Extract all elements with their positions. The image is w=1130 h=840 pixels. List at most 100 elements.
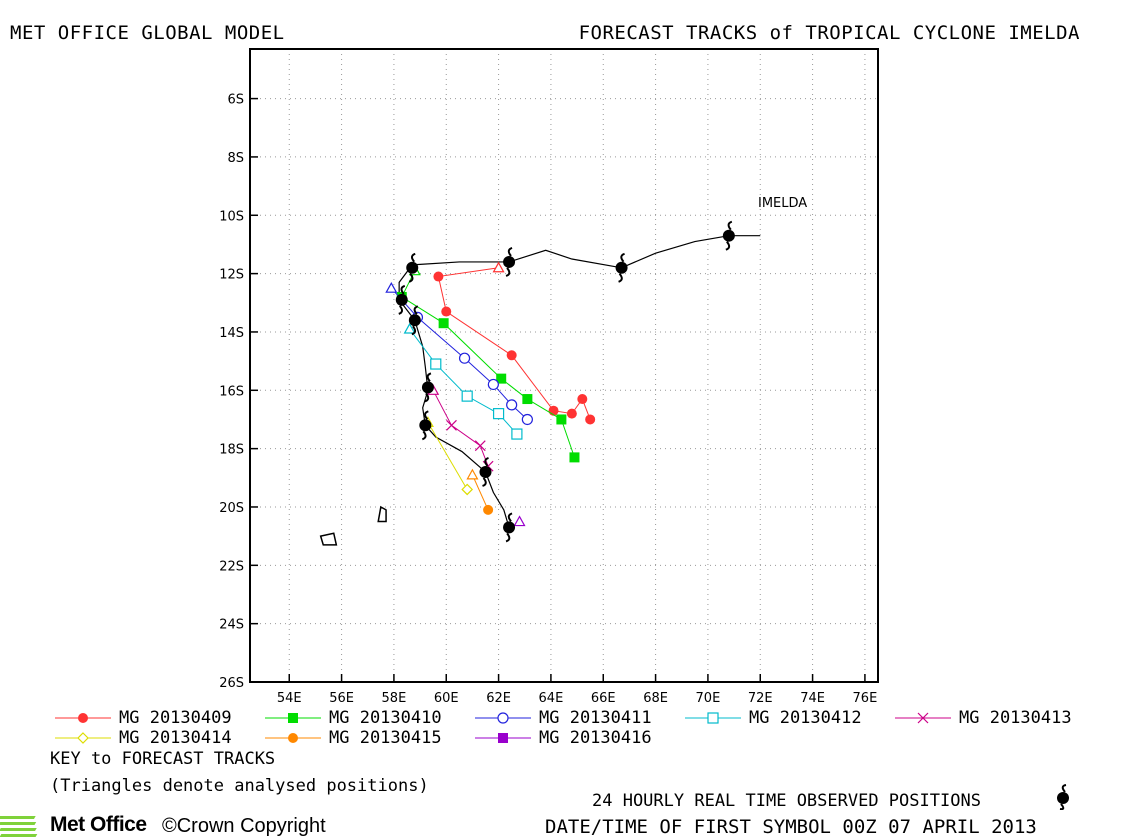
- legend-label: MG 20130410: [329, 708, 442, 728]
- x-tick-label: 72E: [748, 691, 773, 706]
- cyclone-symbol-icon: [395, 284, 408, 315]
- x-tick-label: 60E: [434, 691, 459, 706]
- x-tick-label: 68E: [643, 691, 668, 706]
- y-tick-label: 14S: [219, 326, 244, 341]
- analysed-position-marker: [385, 281, 398, 293]
- observed-track-line: [398, 235, 761, 528]
- island-outline: [319, 532, 338, 546]
- forecast-track-line: [471, 474, 489, 511]
- forecast-track: [427, 384, 494, 472]
- x-tick-label: 74E: [800, 691, 825, 706]
- forecast-track: [433, 261, 596, 425]
- cyclone-symbol-icon: [419, 410, 432, 441]
- legend-label: MG 20130413: [959, 708, 1072, 728]
- y-tick-label: 26S: [219, 676, 244, 691]
- x-tick-label: 56E: [329, 691, 354, 706]
- observed-note: 24 HOURLY REAL TIME OBSERVED POSITIONS: [592, 791, 981, 811]
- forecast-point-marker: [430, 358, 442, 370]
- logo-text: Met Office: [50, 813, 147, 836]
- forecast-point-marker: [474, 440, 486, 452]
- x-tick-label: 58E: [382, 691, 407, 706]
- x-tick-label: 66E: [591, 691, 616, 706]
- forecast-track: [466, 468, 494, 515]
- cyclone-symbol-icon: [503, 512, 516, 543]
- legend-swatch: [895, 712, 951, 724]
- forecast-point-marker: [496, 373, 507, 384]
- cyclone-symbol-icon: [408, 305, 421, 336]
- forecast-point-marker: [461, 483, 474, 496]
- analysed-position-marker: [466, 468, 479, 480]
- x-tick-label: 76E: [853, 691, 878, 706]
- analysed-position-marker: [513, 515, 526, 527]
- forecast-point-marker: [577, 394, 588, 405]
- map-grid: [250, 49, 878, 683]
- cyclone-symbol-icon: [1057, 784, 1069, 810]
- forecast-point-marker: [446, 419, 457, 431]
- forecast-point-marker: [521, 413, 533, 426]
- legend-label: MG 20130412: [749, 708, 862, 728]
- y-tick-label: 18S: [219, 443, 244, 458]
- key-title: KEY to FORECAST TRACKS: [50, 749, 276, 769]
- x-tick-label: 62E: [486, 691, 511, 706]
- island-outline: [377, 505, 387, 523]
- legend-swatch: [475, 712, 531, 724]
- map-frame: [249, 48, 879, 683]
- x-tick-label: 64E: [539, 691, 564, 706]
- forecast-track: [403, 322, 523, 440]
- y-tick-label: 24S: [219, 618, 244, 633]
- forecast-point-marker: [511, 428, 523, 440]
- forecast-tracks: [385, 261, 596, 527]
- forecast-point-marker: [506, 350, 517, 361]
- key-note: (Triangles denote analysed positions): [50, 776, 429, 796]
- forecast-point-marker: [461, 390, 473, 402]
- axis-labels: 6S 8S 10S 12S 14S 16S 18S 20S 22S 24S 26S 54E 56E 58E…: [219, 93, 877, 706]
- copyright: ©Crown Copyright: [162, 815, 326, 837]
- analysed-position-marker: [403, 322, 416, 334]
- legend-label: MG 20130409: [119, 708, 232, 728]
- legend-swatch: [685, 712, 741, 724]
- y-tick-label: 20S: [219, 501, 244, 516]
- legend-label: MG 20130415: [329, 728, 442, 748]
- legend-label: MG 20130411: [539, 708, 652, 728]
- forecast-point-marker: [492, 408, 505, 420]
- cyclone-symbol-icon: [722, 220, 735, 251]
- forecast-point-marker: [487, 378, 499, 391]
- met-office-logo-icon: [0, 816, 38, 837]
- cyclone-symbol-icon: [615, 252, 628, 283]
- forecast-point-marker: [483, 504, 494, 515]
- datetime-note: DATE/TIME OF FIRST SYMBOL 00Z 07 APRIL 2…: [545, 816, 1037, 838]
- forecast-point-marker: [569, 452, 580, 463]
- x-tick-label: 70E: [696, 691, 721, 706]
- legend-swatch: [265, 713, 321, 723]
- legend-swatch: [475, 733, 531, 743]
- y-tick-label: 12S: [219, 268, 244, 283]
- storm-label: IMELDA: [758, 196, 807, 211]
- forecast-point-marker: [566, 408, 577, 419]
- chart-title: FORECAST TRACKS of TROPICAL CYCLONE IMEL…: [578, 22, 1080, 44]
- forecast-point-marker: [438, 318, 449, 329]
- model-title: MET OFFICE GLOBAL MODEL: [10, 22, 285, 44]
- legend-swatch: [55, 713, 111, 723]
- legend-swatch: [265, 733, 321, 743]
- x-tick-label: 54E: [277, 691, 302, 706]
- forecast-track-line: [427, 422, 468, 490]
- cyclone-symbol-icon: [421, 372, 434, 403]
- forecast-point-marker: [522, 394, 533, 405]
- forecast-point-marker: [556, 414, 567, 425]
- observed-track: [398, 235, 761, 528]
- forecast-track-line: [432, 390, 489, 467]
- cyclone-symbol-icon: [479, 457, 492, 487]
- forecast-point-marker: [441, 306, 452, 317]
- forecast-point-marker: [458, 352, 471, 364]
- y-tick-label: 16S: [219, 384, 244, 399]
- y-tick-label: 10S: [219, 209, 244, 224]
- cyclone-symbol-icon: [406, 252, 419, 283]
- forecast-point-marker: [433, 271, 444, 282]
- legend-swatch: [55, 732, 111, 744]
- legend-label: MG 20130416: [539, 728, 652, 748]
- forecast-track: [513, 515, 526, 527]
- analysed-position-marker: [492, 261, 505, 273]
- forecast-point-marker: [506, 399, 518, 411]
- forecast-point-marker: [585, 414, 596, 425]
